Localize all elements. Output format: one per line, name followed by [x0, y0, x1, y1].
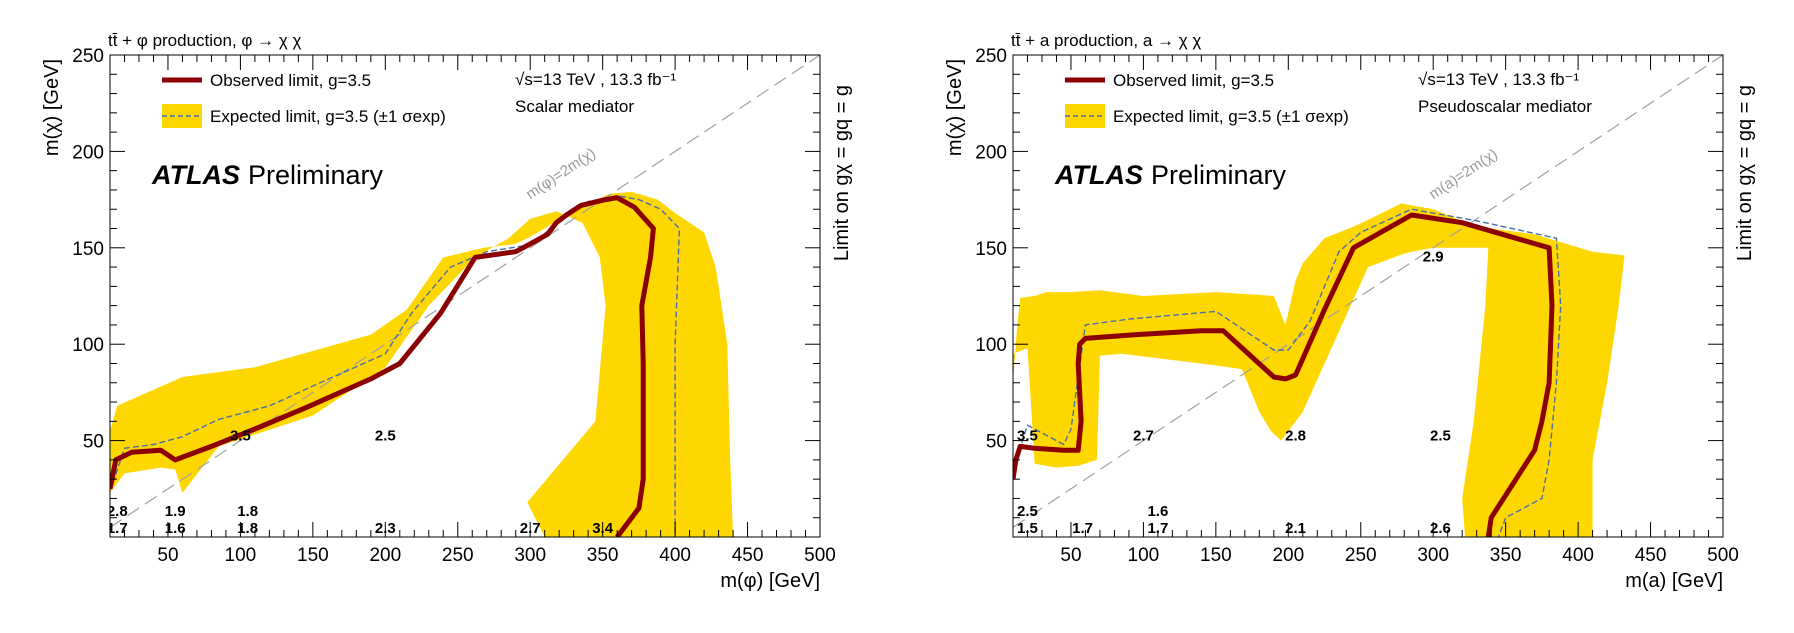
- x-tick-label: 150: [1200, 545, 1232, 566]
- point-label: 1.8: [237, 503, 258, 520]
- y-tick-label: 150: [975, 239, 1007, 260]
- plot-area: 2.93.5 2.7 2.8 2.52.51.5 1.71.61.7 2.1 2.6: [1013, 55, 1723, 537]
- y-tick-label: 50: [83, 432, 104, 453]
- point-label: 2.5: [1017, 503, 1038, 520]
- point-label: 2.6: [1430, 520, 1451, 537]
- x-tick-label: 50: [157, 545, 178, 566]
- point-label: 1.8: [237, 520, 258, 537]
- plot-frame: [1012, 54, 1724, 538]
- x-tick-label: 100: [225, 545, 257, 566]
- expected-band: [110, 191, 734, 537]
- atlas-preliminary: Preliminary: [1151, 160, 1287, 190]
- point-label: 2.8: [1285, 428, 1306, 445]
- z-axis-label: Limit on gχ = gq = g: [1734, 85, 1756, 261]
- legend-expected-label: Expected limit, g=3.5 (±1 σexp): [210, 107, 446, 126]
- x-tick-label: 400: [1562, 545, 1594, 566]
- x-tick-label: 200: [369, 545, 401, 566]
- diagonal-label: m(a)=2m(χ): [1426, 145, 1501, 202]
- mediator-label: Pseudoscalar mediator: [1418, 97, 1592, 116]
- expected-line: [1015, 208, 1562, 537]
- y-tick-label: 250: [72, 46, 104, 67]
- point-label: 1.7: [1072, 520, 1093, 537]
- x-tick-label: 300: [514, 545, 546, 566]
- y-axis-label: m(χ) [GeV]: [41, 59, 63, 156]
- point-label: 1.6: [165, 520, 186, 537]
- point-label: 2.8: [107, 503, 128, 520]
- x-tick-label: 100: [1128, 545, 1160, 566]
- x-axis-label: m(φ) [GeV]: [720, 570, 820, 592]
- plot-frame: [109, 54, 821, 538]
- mediator-label: Scalar mediator: [515, 97, 634, 116]
- x-tick-label: 500: [804, 545, 836, 566]
- x-tick-label: 50: [1060, 545, 1081, 566]
- production-title: tt̄ + a production, a → χ χ: [1011, 31, 1201, 50]
- x-tick-label: 300: [1417, 545, 1449, 566]
- y-axis-label: m(χ) [GeV]: [944, 59, 966, 156]
- legend-observed-label: Observed limit, g=3.5: [210, 71, 371, 90]
- observed-line: [110, 195, 656, 537]
- plot-area: 3.5 2.52.81.71.91.61.81.8 2.3 2.7 3.4: [107, 55, 820, 537]
- x-tick-label: 200: [1272, 545, 1304, 566]
- x-tick-label: 350: [587, 545, 619, 566]
- y-tick-label: 100: [72, 335, 104, 356]
- observed-line: [1013, 212, 1555, 537]
- y-tick-label: 250: [975, 46, 1007, 67]
- y-tick-label: 200: [72, 142, 104, 163]
- x-tick-label: 450: [732, 545, 764, 566]
- x-tick-label: 150: [297, 545, 329, 566]
- point-label: 2.5: [375, 428, 396, 445]
- diagonal-line: [1013, 55, 1723, 528]
- point-label: 1.9: [165, 503, 186, 520]
- y-tick-label: 100: [975, 335, 1007, 356]
- expected-line: [112, 194, 681, 537]
- atlas-preliminary: Preliminary: [248, 160, 384, 190]
- point-label: 1.6: [1147, 503, 1168, 520]
- energy-lumi-label: √s=13 TeV , 13.3 fb⁻¹: [1418, 70, 1580, 89]
- diagonal-line: [110, 55, 820, 528]
- point-label: 3.5: [230, 428, 251, 445]
- point-label: 1.7: [107, 520, 128, 537]
- atlas-word: ATLAS: [1054, 160, 1143, 190]
- left-panel: 3.5 2.52.81.71.91.61.81.8 2.3 2.7 3.450 100 15…: [41, 31, 853, 592]
- right-panel: 2.93.5 2.7 2.8 2.52.51.5 1.71.61.7 2.1 2.650 10…: [944, 31, 1756, 592]
- energy-lumi-label: √s=13 TeV , 13.3 fb⁻¹: [515, 70, 677, 89]
- legend-observed-label: Observed limit, g=3.5: [1113, 71, 1274, 90]
- y-tick-label: 50: [986, 432, 1007, 453]
- point-label: 2.9: [1423, 248, 1444, 265]
- x-axis-label: m(a) [GeV]: [1625, 570, 1723, 592]
- legend-expected-label: Expected limit, g=3.5 (±1 σexp): [1113, 107, 1349, 126]
- point-label: 3.5: [1017, 428, 1038, 445]
- x-tick-label: 500: [1707, 545, 1739, 566]
- y-tick-label: 150: [72, 239, 104, 260]
- y-tick-label: 200: [975, 142, 1007, 163]
- diagonal-label: m(φ)=2m(χ): [523, 145, 599, 203]
- x-tick-label: 350: [1490, 545, 1522, 566]
- point-label: 1.7: [1147, 520, 1168, 537]
- x-tick-label: 450: [1635, 545, 1667, 566]
- x-tick-label: 250: [442, 545, 474, 566]
- point-label: 2.1: [1285, 520, 1306, 537]
- atlas-label: ATLAS Preliminary: [1054, 160, 1287, 190]
- point-label: 2.7: [1133, 428, 1154, 445]
- x-tick-label: 400: [659, 545, 691, 566]
- z-axis-label: Limit on gχ = gq = g: [831, 85, 853, 261]
- point-label: 2.5: [1430, 428, 1451, 445]
- x-tick-label: 250: [1345, 545, 1377, 566]
- production-title: tt̄ + φ production, φ → χ χ: [108, 31, 302, 50]
- atlas-label: ATLAS Preliminary: [151, 160, 384, 190]
- atlas-word: ATLAS: [151, 160, 240, 190]
- point-label: 1.5: [1017, 520, 1038, 537]
- expected-band: [1013, 203, 1625, 537]
